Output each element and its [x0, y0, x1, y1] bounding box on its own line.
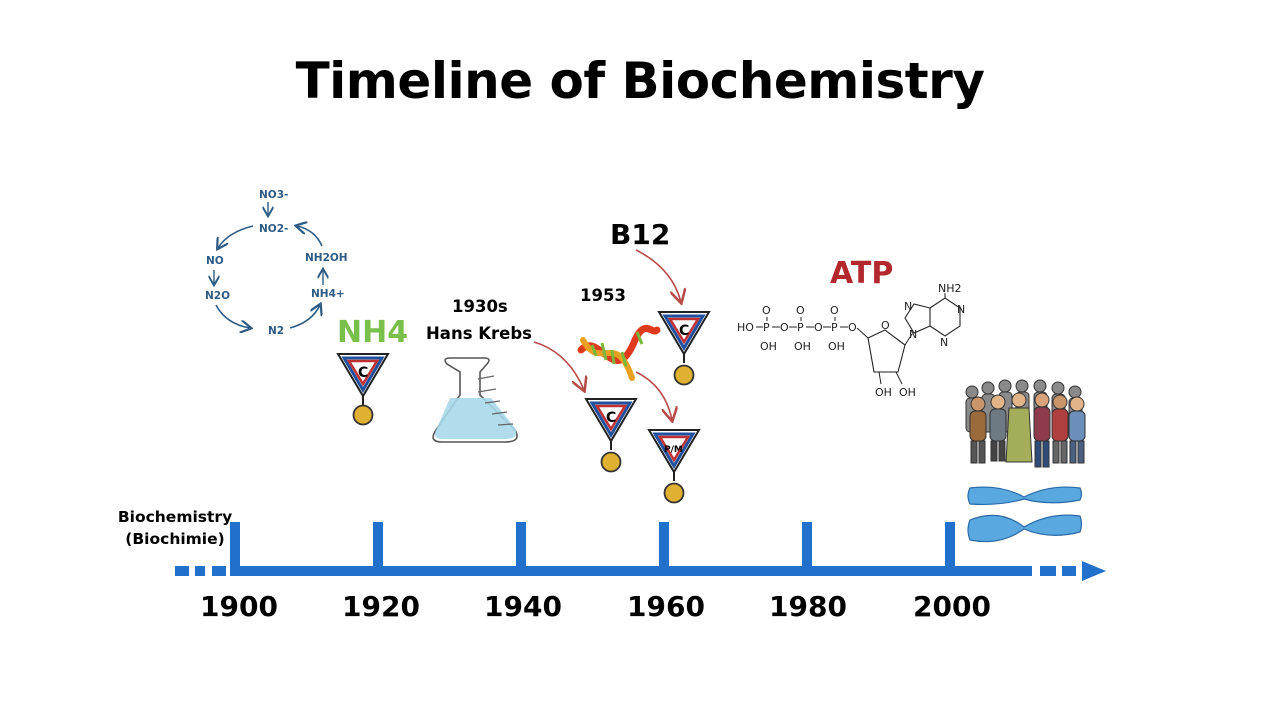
atp-oh3: OH [828, 340, 845, 353]
atp-oh5: OH [899, 386, 916, 399]
atp-p1: P [763, 321, 770, 334]
medal-pm-dna: P/M [647, 429, 701, 504]
medal-c-1920: C [336, 353, 390, 426]
dna-arrow [635, 371, 672, 420]
atp-oh4: OH [875, 386, 892, 399]
tick-1960 [659, 522, 669, 572]
origin-label: Biochemistry (Biochimie) [112, 506, 238, 550]
nitrogen-cycle: NO3- NO2- NO N2O N2 NH2OH NH4+ [205, 189, 348, 337]
atp-n1: N [909, 328, 917, 341]
atp-p2: P [797, 321, 804, 334]
tick-1940 [516, 522, 526, 572]
atp-oh2: OH [794, 340, 811, 353]
nh4-label: NH4 [337, 315, 408, 350]
erlenmeyer-flask [432, 357, 518, 443]
atp-o-bridge2: O [814, 321, 823, 334]
axis-dash [175, 566, 189, 576]
n2o-label: N2O [205, 290, 230, 302]
krebs-year: 1930s [452, 297, 508, 316]
year-1900: 1900 [200, 590, 278, 623]
axis-arrowhead [1082, 561, 1106, 581]
dna-helix [577, 324, 661, 381]
atp-o1: O [762, 304, 771, 317]
crowd-illustration [965, 379, 1086, 468]
axis-dash [195, 566, 205, 576]
atp-n4: N [940, 336, 948, 349]
tick-1900 [230, 522, 240, 572]
year-1980: 1980 [769, 590, 847, 623]
tick-1920 [373, 522, 383, 572]
year-1960: 1960 [627, 590, 705, 623]
atp-ring-o: O [881, 319, 890, 332]
no-label: NO [206, 255, 224, 267]
atp-n3: N [957, 303, 965, 316]
year-1920: 1920 [342, 590, 420, 623]
year-1940: 1940 [484, 590, 562, 623]
medal-letters-pm: P/M [664, 445, 683, 455]
no2-label: NO2- [259, 223, 288, 235]
origin-label-line1: Biochemistry [117, 508, 233, 526]
nh2oh-label: NH2OH [305, 252, 348, 264]
atp-structure: HO P O OH O P O OH O P O OH O O OH OH NH… [737, 282, 965, 399]
axis-dash [1062, 566, 1076, 576]
medal-letter: C [606, 410, 616, 426]
page-title: Timeline of Biochemistry [295, 52, 985, 110]
medal-letter: C [358, 365, 368, 381]
axis-line [230, 566, 1032, 576]
krebs-name: Hans Krebs [426, 324, 532, 343]
nh4-cycle-label: NH4+ [311, 288, 345, 300]
medal-letter: C [679, 323, 689, 339]
axis-dash [1040, 566, 1056, 576]
atp-o2: O [796, 304, 805, 317]
tick-1980 [802, 522, 812, 572]
atp-o3: O [830, 304, 839, 317]
medal-c-b12: C [657, 311, 711, 386]
tick-2000 [945, 522, 955, 572]
n2-label: N2 [268, 325, 284, 337]
axis-dash [212, 566, 226, 576]
no3-label: NO3- [259, 189, 288, 201]
b12-label: B12 [610, 218, 670, 251]
b12-arrow [635, 249, 681, 302]
atp-label: ATP [830, 256, 893, 291]
medal-c-krebs: C [584, 398, 638, 473]
atp-n2: N [904, 300, 912, 313]
atp-ho: HO [737, 321, 754, 334]
krebs-arrow [533, 341, 584, 390]
origin-label-line2: (Biochimie) [125, 530, 225, 548]
atp-o-bridge1: O [780, 321, 789, 334]
dna-year: 1953 [580, 286, 626, 305]
atp-o-bridge3: O [848, 321, 857, 334]
year-2000: 2000 [913, 590, 991, 623]
chromosomes [967, 486, 1083, 543]
atp-nh2: NH2 [938, 282, 962, 295]
atp-p3: P [831, 321, 838, 334]
atp-oh1: OH [760, 340, 777, 353]
timeline-axis [175, 522, 1106, 581]
